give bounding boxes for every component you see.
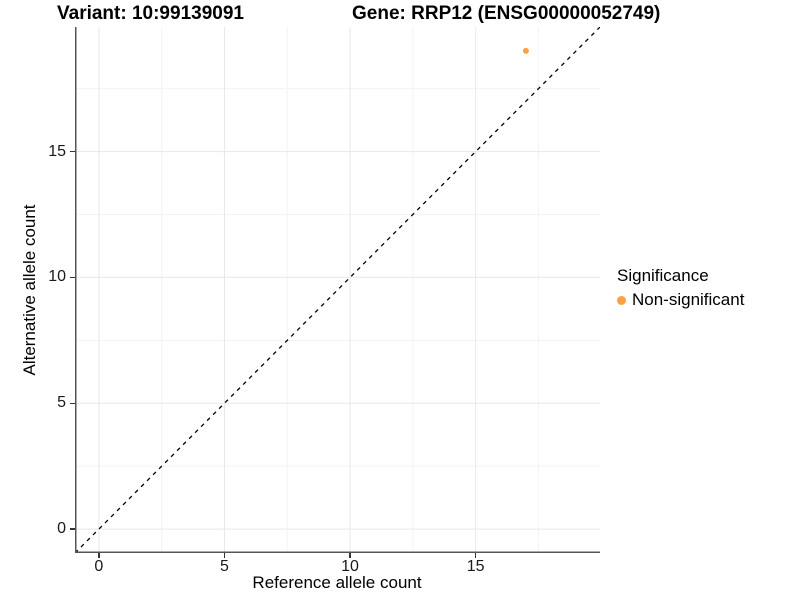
plot-canvas (75, 27, 600, 553)
legend-point-icon (617, 295, 626, 305)
y-tick-mark (70, 150, 75, 153)
x-tick-label: 5 (220, 558, 229, 575)
y-tick-mark (70, 402, 75, 404)
y-tick-label: 5 (57, 394, 66, 412)
x-tick-mark (349, 553, 351, 558)
data-point (522, 47, 529, 54)
y-axis-label: Alternative allele count (20, 204, 39, 376)
x-tick-mark (223, 553, 226, 558)
x-tick-mark (98, 553, 100, 558)
y-tick-label: 0 (57, 520, 66, 538)
x-tick-label: 10 (341, 558, 359, 575)
x-axis-label: Reference allele count (252, 573, 422, 592)
plot-panel (75, 27, 600, 553)
y-tick-label: 10 (48, 268, 66, 286)
identity-dashed-line (75, 27, 600, 553)
x-tick-mark (474, 553, 477, 558)
x-tick-label: 0 (94, 558, 104, 575)
legend: Significance Non-significant (617, 266, 744, 310)
y-tick-label: 15 (48, 142, 66, 160)
y-tick-mark (70, 276, 75, 279)
gene-title: Gene: RRP12 (ENSG00000052749) (352, 3, 661, 24)
x-tick-label: 15 (466, 558, 485, 575)
y-tick-mark (70, 528, 75, 530)
legend-title: Significance (617, 266, 709, 285)
variant-title: Variant: 10:99139091 (57, 3, 244, 24)
legend-item-label: Non-significant (632, 290, 745, 309)
legend-item-non-significant: Non-significant (617, 290, 744, 310)
